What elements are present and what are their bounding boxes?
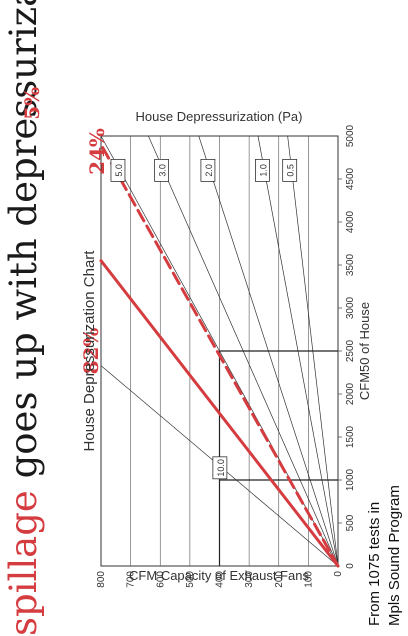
- pressure-labels: 10.0 5.0 3.0 2.0 1.0 0.5: [110, 158, 298, 480]
- spillage-lines: [99, 143, 340, 568]
- pressure-label: 2.0: [204, 164, 214, 177]
- pressure-label: 3.0: [158, 164, 168, 177]
- x-tick-label: 4500: [345, 167, 356, 190]
- y-tick-label: 800: [96, 571, 107, 588]
- footnote-line-1: From 1075 tests in: [366, 501, 383, 626]
- pressure-label-box: [110, 158, 126, 182]
- x-tick-label: 3500: [345, 253, 356, 276]
- footnote-line-2: Mpls Sound Program: [386, 485, 403, 626]
- pressure-label-box: [154, 158, 169, 182]
- y-tick-label: 100: [303, 571, 314, 588]
- y-tick-label: 500: [185, 571, 196, 588]
- chart-title: House Depressurization Chart: [81, 250, 98, 452]
- x-tick-label: 2500: [345, 339, 356, 362]
- spillage-annotation: 5%: [20, 87, 44, 120]
- pressure-label-box: [212, 456, 228, 480]
- spillage-annotation: 82%: [79, 328, 103, 375]
- x-axis-label: CFM50 of House: [357, 302, 372, 400]
- annotations: 82% 24% 5%: [20, 87, 109, 375]
- x-tick-label: 1000: [345, 468, 356, 491]
- x-tick-label: 0: [345, 563, 356, 569]
- y-tick-label: 400: [215, 571, 226, 588]
- pressure-label-box: [200, 158, 216, 182]
- x-tick-label: 5000: [345, 124, 356, 147]
- x-tick-label: 1500: [345, 425, 356, 448]
- y-tick-label: 600: [155, 571, 166, 588]
- spillage-line-dashed: [99, 143, 340, 568]
- pressure-label: 1.0: [258, 164, 268, 177]
- tick-labels: 0500100015002000250030003500400045005000…: [96, 124, 356, 587]
- x-tick-label: 2000: [345, 382, 356, 405]
- y-tick-label: 300: [244, 571, 255, 588]
- pressure-label: 5.0: [114, 164, 124, 177]
- pressure-label-box: [255, 158, 270, 182]
- x-tick-label: 500: [345, 514, 356, 531]
- spillage-line-solid: [99, 259, 340, 568]
- spillage-annotation: 24%: [85, 128, 109, 175]
- x-tick-label: 4000: [345, 210, 356, 233]
- y-tick-label: 700: [126, 571, 137, 588]
- pressure-label-box: [282, 158, 298, 182]
- x-tick-label: 3000: [345, 296, 356, 319]
- y-tick-label: 200: [274, 571, 285, 588]
- y2-axis-label: House Depressurization (Pa): [136, 109, 303, 124]
- y-tick-label: 0: [333, 571, 344, 577]
- pressure-label: 0.5: [286, 164, 296, 177]
- y-axis-label: CFM Capacity of Exhaust Fans: [129, 568, 309, 583]
- pressure-label: 10.0: [216, 459, 226, 477]
